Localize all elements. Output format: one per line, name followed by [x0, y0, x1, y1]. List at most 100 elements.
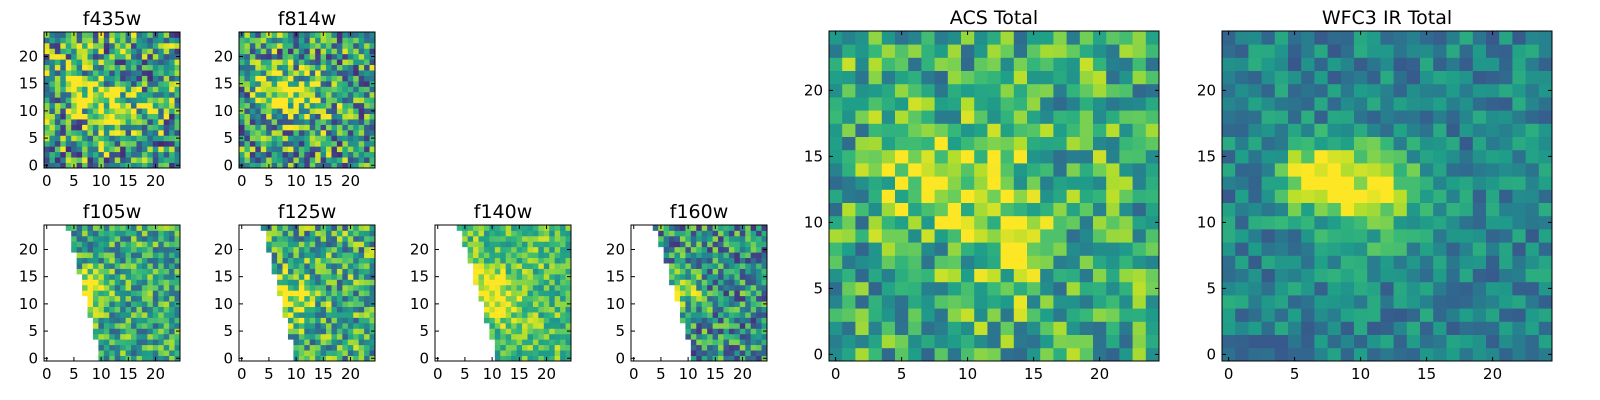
heatmap-cell	[549, 333, 556, 340]
heatmap-cell	[1235, 44, 1249, 58]
heatmap-cell	[1013, 31, 1028, 45]
heatmap-cell	[505, 350, 512, 356]
heatmap-cell	[304, 257, 311, 264]
heatmap-cell	[147, 70, 154, 76]
heatmap-cell	[1459, 268, 1474, 283]
heatmap-cell	[1106, 281, 1120, 296]
heatmap-cell	[934, 83, 949, 98]
heatmap-cell	[868, 308, 883, 322]
heatmap-cell	[147, 279, 154, 286]
heatmap-cell	[718, 246, 724, 253]
heatmap-cell	[309, 48, 316, 55]
heatmap-cell	[98, 344, 105, 351]
heatmap-cell	[701, 344, 708, 351]
heatmap-cell	[287, 235, 294, 242]
heatmap-cell	[829, 189, 843, 203]
heatmap-cell	[98, 268, 105, 275]
heatmap-cell	[829, 295, 843, 309]
heatmap-cell	[271, 263, 278, 269]
heatmap-cell	[315, 59, 321, 66]
heatmap-cell	[881, 110, 896, 124]
heatmap-cell	[114, 157, 121, 163]
heatmap-cell	[1261, 347, 1276, 362]
heatmap-cell	[489, 322, 496, 329]
heatmap-cell	[282, 306, 289, 313]
heatmap-cell	[158, 113, 165, 120]
heatmap-cell	[120, 119, 126, 125]
heatmap-cell	[114, 53, 121, 60]
heatmap-cell	[336, 146, 343, 153]
heatmap-cell	[745, 225, 752, 231]
heatmap-cell	[114, 42, 121, 49]
heatmap-cell	[249, 86, 256, 93]
heatmap-cell	[532, 246, 539, 253]
heatmap-cell	[1301, 295, 1315, 309]
heatmap-cell	[974, 123, 988, 137]
heatmap-cell	[103, 64, 110, 71]
heatmap-cell	[369, 284, 376, 291]
heatmap-cell	[358, 246, 365, 253]
heatmap-cell	[685, 235, 692, 242]
heatmap-cell	[87, 108, 94, 114]
heatmap-cell	[1393, 83, 1408, 98]
heatmap-cell	[1314, 70, 1328, 85]
heatmap-cell	[1145, 97, 1160, 111]
heatmap-cell	[54, 86, 61, 93]
heatmap-cell	[494, 328, 501, 335]
heatmap-cell	[60, 53, 67, 60]
heatmap-cell	[163, 119, 170, 125]
heatmap-cell	[1040, 347, 1054, 362]
x-tick-label: 5	[69, 172, 79, 190]
heatmap-cell	[1301, 110, 1315, 124]
heatmap-cell	[54, 151, 61, 158]
heatmap-cell	[152, 97, 159, 104]
heatmap-cell	[1472, 176, 1487, 190]
heatmap-cell	[358, 75, 365, 82]
heatmap-cell	[158, 279, 165, 286]
heatmap-cell	[304, 32, 311, 38]
heatmap-cell	[298, 273, 305, 280]
heatmap-cell	[147, 344, 154, 351]
heatmap-cell	[483, 295, 490, 302]
heatmap-cell	[1013, 308, 1028, 322]
heatmap-cell	[304, 225, 311, 231]
heatmap-cell	[1433, 189, 1447, 203]
heatmap-cell	[1340, 44, 1355, 58]
heatmap-cell	[734, 339, 741, 346]
heatmap-cell	[1354, 308, 1368, 322]
heatmap-cell	[271, 124, 278, 131]
heatmap-cell	[467, 235, 474, 242]
heatmap-cell	[522, 350, 528, 356]
heatmap-cell	[331, 263, 338, 269]
heatmap-cell	[141, 268, 148, 275]
heatmap-cell	[855, 31, 869, 45]
heatmap-cell	[320, 37, 327, 44]
heatmap-cell	[260, 102, 267, 109]
heatmap-cell	[114, 339, 121, 346]
heatmap-cell	[131, 328, 137, 335]
heatmap-cell	[174, 70, 181, 76]
heatmap-cell	[82, 263, 88, 269]
heatmap-cell	[895, 189, 909, 203]
heatmap-cell	[320, 86, 327, 93]
heatmap-cell	[1525, 295, 1540, 309]
heatmap-cell	[114, 263, 121, 269]
heatmap-cell	[315, 32, 321, 38]
heatmap-cell	[298, 263, 305, 269]
heatmap-cell	[1433, 44, 1447, 58]
heatmap-cell	[277, 113, 283, 120]
heatmap-cell	[707, 246, 713, 253]
heatmap-cell	[1027, 255, 1041, 269]
heatmap-cell	[908, 176, 922, 190]
heatmap-cell	[358, 290, 365, 297]
heatmap-cell	[1327, 295, 1342, 309]
heatmap-cell	[103, 32, 110, 38]
heatmap-cell	[908, 70, 922, 85]
heatmap-cell	[1235, 149, 1249, 164]
heatmap-cell	[282, 129, 289, 136]
heatmap-cell	[136, 241, 143, 248]
heatmap-cell	[1106, 215, 1120, 230]
y-tick-label: 20	[19, 240, 38, 258]
heatmap-cell	[82, 42, 88, 49]
